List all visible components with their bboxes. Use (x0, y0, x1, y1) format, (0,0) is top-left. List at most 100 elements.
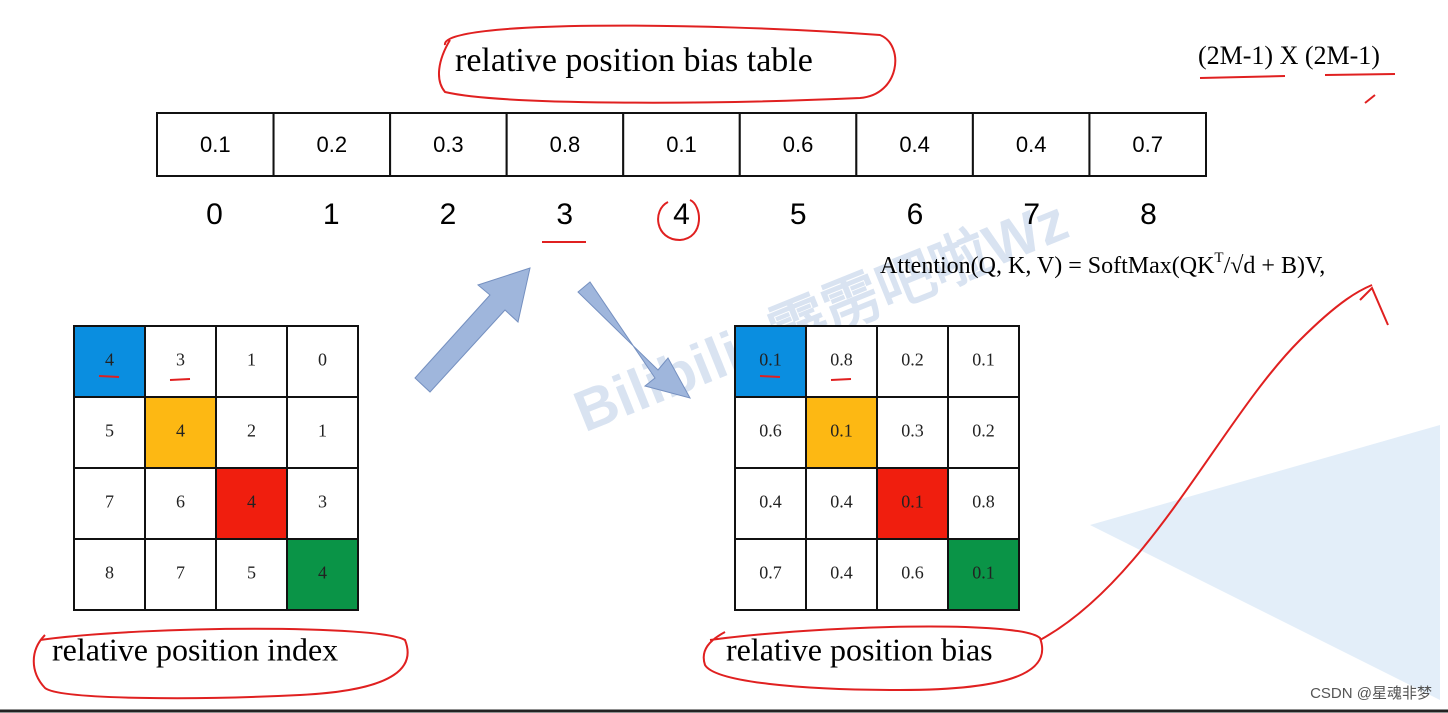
formula-part: T (1214, 250, 1223, 266)
annotation (759, 375, 852, 381)
index-grid-value: 7 (105, 492, 114, 512)
index-grid-value: 3 (318, 492, 327, 512)
bias-grid-value: 0.6 (901, 563, 924, 583)
bias-grid-cell (734, 538, 807, 611)
bias-grid-cell (805, 467, 878, 540)
table-index: 3 (556, 198, 573, 231)
bias-grid-cell (947, 538, 1020, 611)
bias-grid-value: 0.1 (901, 492, 924, 512)
annotation (32, 627, 409, 700)
bias-grid-value: 0.4 (830, 563, 853, 583)
formula: Attention(Q, K, V) = SoftMax(QKT/√d + B)… (880, 250, 1325, 278)
table-cell (156, 112, 275, 177)
bias-grid-value: 0.1 (830, 421, 853, 441)
table-cell (272, 112, 392, 177)
table-value: 0.1 (200, 132, 231, 157)
index-grid-value: 6 (176, 492, 185, 512)
annotation (542, 199, 700, 243)
bias-grid-value: 0.8 (972, 492, 995, 512)
index-grid-value: 3 (176, 350, 185, 370)
bias-grid-cell (734, 396, 807, 469)
table-value: 0.7 (1132, 132, 1163, 157)
table-cell (505, 112, 625, 177)
bias-grid-value: 0.3 (901, 421, 924, 441)
index-grid-value: 1 (247, 350, 256, 370)
table-value: 0.3 (433, 132, 464, 157)
bias-grid-value: 0.1 (972, 350, 995, 370)
bias-grid-value: 0.2 (901, 350, 924, 370)
annotation (1039, 284, 1389, 641)
table-value: 0.2 (317, 132, 348, 157)
index-grid-cell (286, 396, 359, 469)
bias-grid-cell (876, 538, 949, 611)
table-index: 2 (440, 198, 457, 231)
bias-grid-value: 0.7 (759, 563, 782, 583)
bias-grid-cell (734, 467, 807, 540)
table-value: 0.4 (899, 132, 930, 157)
footer: CSDN @星魂非梦 (1310, 685, 1432, 702)
bias-grid-cell (734, 325, 807, 398)
bias-grid-value: 0.6 (759, 421, 782, 441)
table-index: 1 (323, 198, 340, 231)
table-index: 8 (1140, 198, 1157, 231)
table-value: 0.4 (1016, 132, 1047, 157)
index-label: relative position index (52, 631, 338, 667)
bias-grid-value: 0.1 (972, 563, 995, 583)
index-grid-cell (73, 325, 146, 398)
bias-grid-value: 0.2 (972, 421, 995, 441)
index-grid-value: 7 (176, 563, 185, 583)
size-note: (2M-1) X (2M-1) (1198, 41, 1380, 70)
formula-part: Attention(Q, K, V) = SoftMax(QK (880, 253, 1215, 279)
table-value: 0.8 (550, 132, 581, 157)
index-grid-value: 2 (247, 421, 256, 441)
table-value: 0.1 (666, 132, 697, 157)
bias-label: relative position bias (726, 631, 993, 667)
index-grid-value: 4 (176, 421, 185, 441)
bias-grid-cell (805, 538, 878, 611)
index-grid-cell (215, 467, 288, 540)
table-cell (1088, 112, 1208, 177)
bias-grid-cell (805, 396, 878, 469)
index-grid-cell (144, 538, 217, 611)
index-grid-cell (286, 538, 359, 611)
annotation (702, 625, 1044, 692)
table-index: 4 (673, 198, 690, 231)
index-grid-cell (215, 396, 288, 469)
arrow (577, 281, 692, 399)
bias-grid-cell (947, 325, 1020, 398)
table-index: 7 (1023, 198, 1040, 231)
bias-grid-cell (947, 467, 1020, 540)
index-grid-cell (215, 538, 288, 611)
index-grid-value: 1 (318, 421, 327, 441)
table-index: 5 (790, 198, 807, 231)
table-cell (971, 112, 1091, 177)
annotation (1199, 73, 1396, 104)
bias-grid-value: 0.1 (759, 350, 782, 370)
bias-grid-value: 0.4 (759, 492, 782, 512)
table-cell (855, 112, 974, 177)
formula-part: /√d + B)V, (1224, 253, 1326, 279)
index-grid-value: 5 (105, 421, 114, 441)
title: relative position bias table (455, 42, 813, 79)
index-grid-value: 5 (247, 563, 256, 583)
decor (1090, 425, 1440, 700)
index-grid-value: 8 (105, 563, 114, 583)
table-index: 6 (907, 198, 924, 231)
bias-grid-value: 0.8 (830, 350, 853, 370)
index-grid-value: 4 (105, 350, 114, 370)
table-value: 0.6 (783, 132, 814, 157)
index-grid-cell (73, 538, 146, 611)
index-grid-value: 4 (247, 492, 256, 512)
index-grid-cell (215, 325, 288, 398)
index-grid-cell (286, 467, 359, 540)
annotation (98, 375, 191, 381)
arrow (414, 267, 531, 393)
bias-grid-value: 0.4 (830, 492, 853, 512)
index-grid-cell (286, 325, 359, 398)
annotation (438, 24, 897, 104)
index-grid-value: 0 (318, 350, 327, 370)
bias-grid-cell (876, 325, 949, 398)
bias-grid-cell (876, 467, 949, 540)
index-grid-value: 4 (318, 563, 327, 583)
